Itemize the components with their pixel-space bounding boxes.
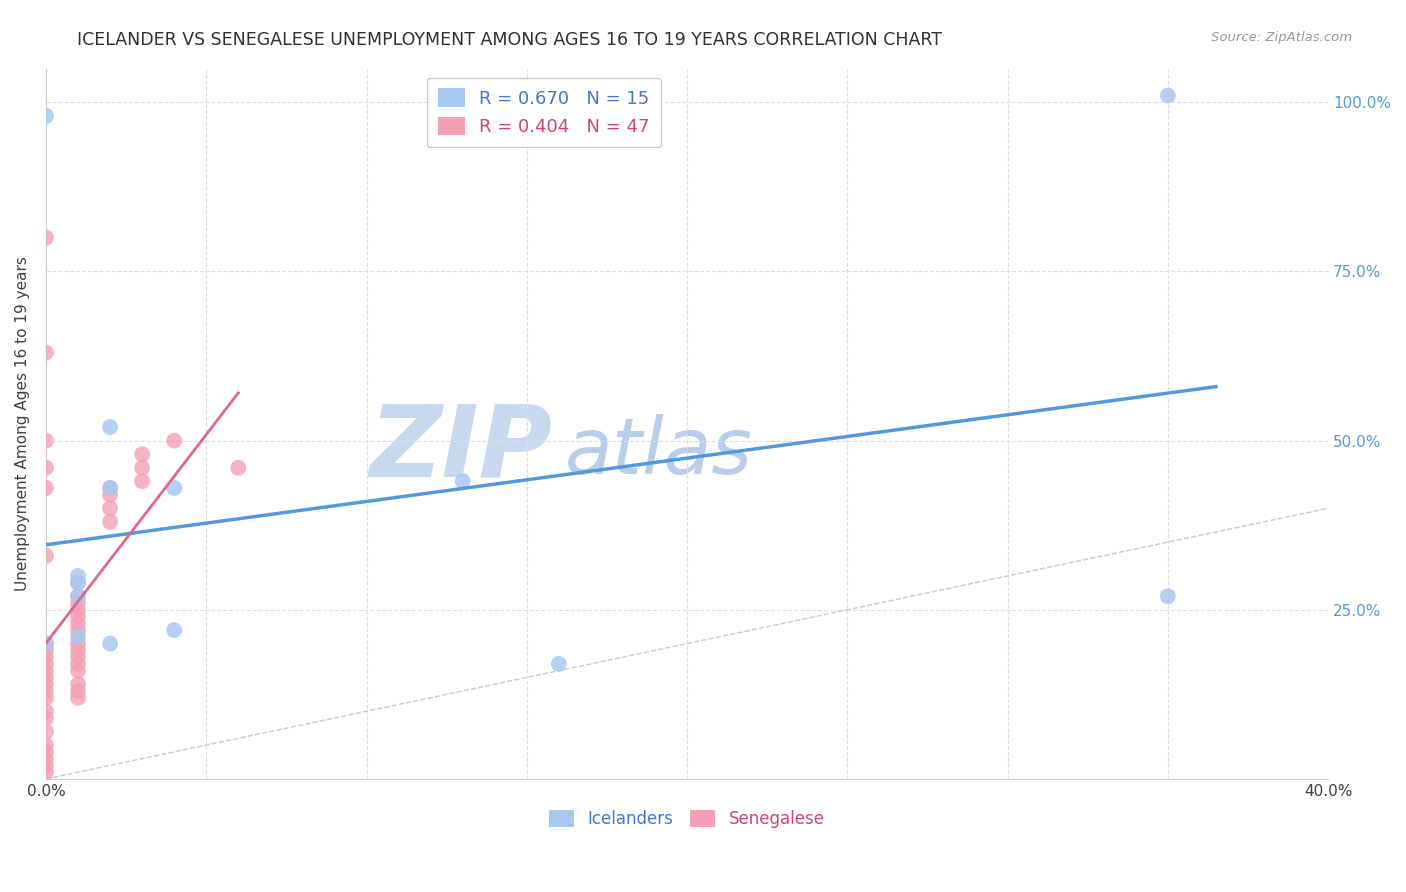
Point	[66, 609, 89, 624]
Point	[66, 589, 89, 603]
Point	[66, 575, 89, 590]
Point	[35, 677, 58, 691]
Text: ICELANDER VS SENEGALESE UNEMPLOYMENT AMONG AGES 16 TO 19 YEARS CORRELATION CHART: ICELANDER VS SENEGALESE UNEMPLOYMENT AMO…	[77, 31, 942, 49]
Point	[35, 481, 58, 495]
Point	[35, 549, 58, 563]
Point	[163, 481, 186, 495]
Point	[451, 474, 474, 488]
Point	[35, 684, 58, 698]
Point	[226, 460, 249, 475]
Point	[35, 434, 58, 448]
Point	[163, 623, 186, 637]
Point	[98, 481, 121, 495]
Point	[35, 738, 58, 752]
Point	[66, 690, 89, 705]
Point	[131, 447, 153, 461]
Point	[35, 230, 58, 244]
Point	[66, 603, 89, 617]
Point	[35, 637, 58, 651]
Point	[66, 569, 89, 583]
Legend: Icelanders, Senegalese: Icelanders, Senegalese	[543, 803, 831, 835]
Point	[98, 488, 121, 502]
Point	[66, 616, 89, 631]
Point	[66, 596, 89, 610]
Point	[98, 420, 121, 434]
Point	[163, 434, 186, 448]
Point	[131, 474, 153, 488]
Point	[35, 109, 58, 123]
Point	[35, 765, 58, 780]
Point	[1157, 88, 1180, 103]
Point	[131, 460, 153, 475]
Point	[35, 758, 58, 772]
Point	[66, 677, 89, 691]
Point	[35, 345, 58, 359]
Point	[98, 501, 121, 516]
Point	[547, 657, 569, 671]
Point	[35, 704, 58, 718]
Text: Source: ZipAtlas.com: Source: ZipAtlas.com	[1212, 31, 1353, 45]
Point	[66, 650, 89, 665]
Point	[35, 670, 58, 684]
Point	[66, 684, 89, 698]
Point	[98, 481, 121, 495]
Point	[35, 643, 58, 657]
Point	[66, 623, 89, 637]
Point	[35, 711, 58, 725]
Text: atlas: atlas	[565, 414, 754, 490]
Point	[35, 657, 58, 671]
Point	[35, 690, 58, 705]
Point	[66, 637, 89, 651]
Point	[66, 664, 89, 678]
Point	[35, 745, 58, 759]
Point	[35, 724, 58, 739]
Point	[35, 460, 58, 475]
Point	[98, 637, 121, 651]
Point	[35, 751, 58, 765]
Point	[66, 657, 89, 671]
Point	[35, 637, 58, 651]
Point	[98, 515, 121, 529]
Point	[35, 664, 58, 678]
Point	[66, 630, 89, 644]
Point	[66, 589, 89, 603]
Point	[35, 650, 58, 665]
Point	[1157, 589, 1180, 603]
Text: ZIP: ZIP	[370, 401, 553, 497]
Point	[66, 643, 89, 657]
Point	[66, 575, 89, 590]
Y-axis label: Unemployment Among Ages 16 to 19 years: Unemployment Among Ages 16 to 19 years	[15, 256, 30, 591]
